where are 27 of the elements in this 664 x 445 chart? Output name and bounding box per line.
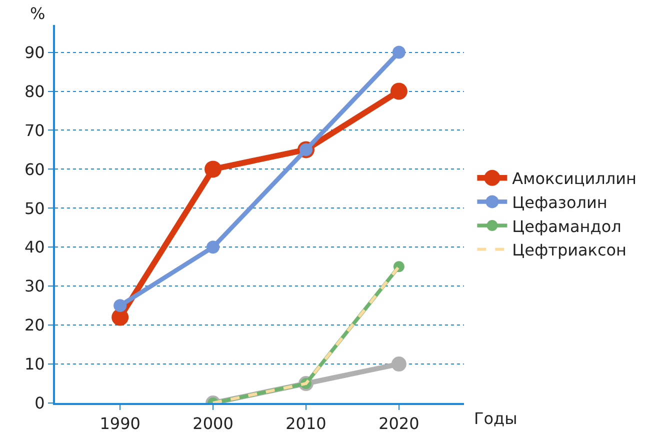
y-tick-label: 0 <box>34 394 45 413</box>
legend-label: Цефтриаксон <box>512 240 627 260</box>
x-tick-label: 1990 <box>100 414 140 434</box>
x-tick-label: 2010 <box>286 414 326 434</box>
point <box>114 299 127 312</box>
x-tick-label: 2020 <box>378 414 420 434</box>
x-tick-label: 2000 <box>192 414 234 434</box>
point <box>391 356 406 372</box>
legend-label: Цефамандол <box>512 216 622 236</box>
point <box>390 82 408 100</box>
point <box>112 308 129 326</box>
x-axis-title: Годы <box>474 409 518 428</box>
y-tick-label: 50 <box>24 198 45 218</box>
point <box>392 46 406 59</box>
point <box>206 240 220 254</box>
y-tick-label: 90 <box>24 42 45 62</box>
y-axis-title: % <box>30 4 46 23</box>
legend-label: Цефазолин <box>512 192 608 212</box>
y-tick-label: 60 <box>24 160 45 179</box>
y-tick-label: 20 <box>24 316 45 335</box>
y-tick-label: 70 <box>24 120 45 140</box>
legend-label: Амоксициллин <box>512 169 636 188</box>
y-tick-label: 40 <box>24 238 45 257</box>
y-tick-label: 10 <box>24 354 45 374</box>
y-tick-label: 30 <box>24 276 45 296</box>
y-tick-label: 80 <box>24 82 45 101</box>
point <box>204 160 222 178</box>
